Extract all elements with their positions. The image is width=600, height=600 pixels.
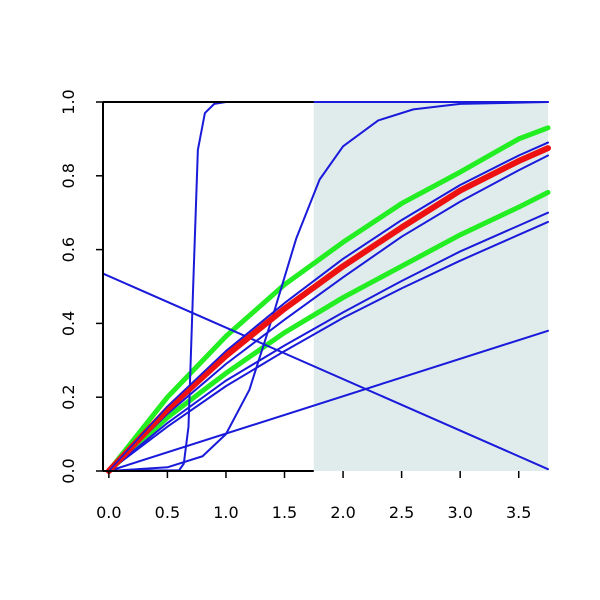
y-tick-label-5: 0.8 bbox=[59, 163, 78, 188]
series-line-8 bbox=[107, 329, 549, 472]
series-line-11 bbox=[105, 145, 551, 474]
x-tick-label-8: 3.5 bbox=[506, 503, 531, 522]
series-line-12 bbox=[108, 141, 549, 472]
series-line-7 bbox=[102, 272, 549, 471]
x-tick-label-4: 1.5 bbox=[272, 503, 297, 522]
x-tick-label-5: 2.0 bbox=[330, 503, 355, 522]
y-tick-label-6: 1.0 bbox=[59, 89, 78, 114]
y-tick-label-4: 0.6 bbox=[59, 237, 78, 262]
series-line-10 bbox=[107, 101, 549, 472]
x-tick-label-3: 1.0 bbox=[213, 503, 238, 522]
series-line-6 bbox=[107, 220, 549, 472]
series-layer bbox=[102, 101, 551, 474]
x-tick-label-2: 0.5 bbox=[155, 503, 180, 522]
axis-layer: 0.0 0.5 1.0 1.5 2.0 2.5 3.0 3.5 0.0 0.2 0.4 0.6 0.8 1… bbox=[59, 89, 531, 522]
x-tick-label-1: 0.0 bbox=[96, 503, 121, 522]
x-tick-label-7: 3.0 bbox=[447, 503, 472, 522]
series-line-5 bbox=[107, 211, 549, 472]
y-tick-label-2: 0.2 bbox=[59, 384, 78, 409]
series-line-2 bbox=[106, 189, 551, 474]
y-tick-label-1: 0.0 bbox=[59, 458, 78, 483]
y-tick-label-3: 0.4 bbox=[59, 311, 78, 336]
series-line-1 bbox=[106, 125, 551, 474]
series-line-4 bbox=[107, 154, 549, 472]
x-tick-label-6: 2.5 bbox=[389, 503, 414, 522]
